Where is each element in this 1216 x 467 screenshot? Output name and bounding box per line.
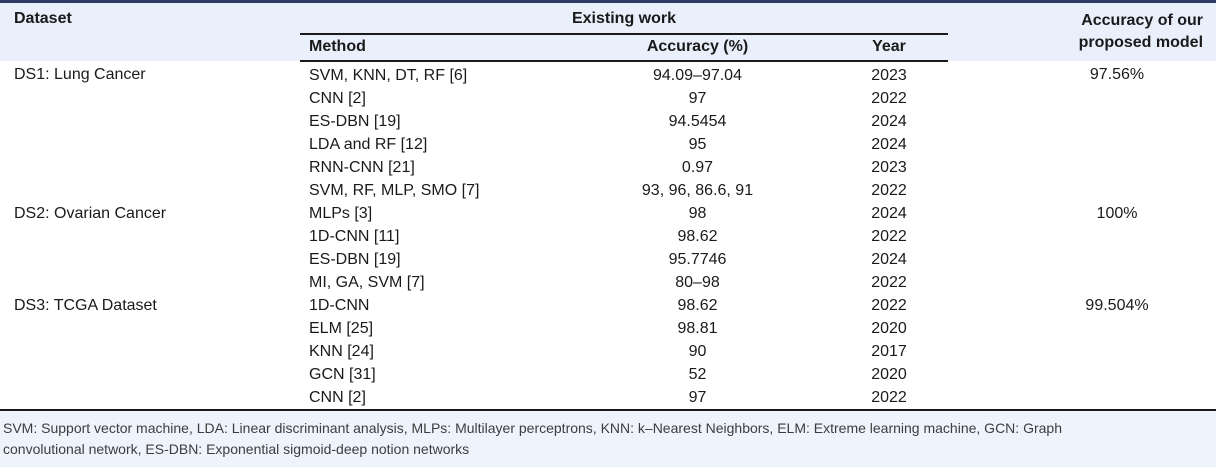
method-cell: SVM, KNN, DT, RF [6]	[309, 66, 468, 84]
year-cell: 2020	[871, 365, 907, 383]
existing-work-comparison-table: Dataset Existing work Accuracy of our pr…	[0, 0, 1216, 410]
year-cell: 2022	[871, 227, 907, 245]
accuracy-cell: 95.7746	[668, 250, 727, 268]
accuracy-cell: 97	[688, 388, 707, 406]
table-row: CNN [2] 97 2022	[0, 87, 1216, 110]
table-row: DS3: TCGA Dataset 1D-CNN 98.62 2022 99.5…	[0, 294, 1216, 317]
method-cell: 1D-CNN	[309, 296, 370, 314]
year-cell: 2022	[871, 388, 907, 406]
table-row: ES-DBN [19] 94.5454 2024	[0, 110, 1216, 133]
proposed-accuracy-ds2: 100%	[1096, 204, 1138, 222]
year-cell: 2022	[871, 296, 907, 314]
method-cell: ES-DBN [19]	[309, 250, 401, 268]
column-group-header-existing-work: Existing work	[300, 1, 949, 35]
table-row: CNN [2] 97 2022	[0, 386, 1216, 410]
accuracy-cell: 95	[688, 135, 707, 153]
footnote-line-1: SVM: Support vector machine, LDA: Linear…	[3, 419, 1062, 436]
year-cell: 2020	[871, 319, 907, 337]
method-cell: GCN [31]	[309, 365, 376, 383]
method-cell: MI, GA, SVM [7]	[309, 273, 425, 291]
table-row: LDA and RF [12] 95 2024	[0, 133, 1216, 156]
year-cell: 2024	[871, 250, 907, 268]
accuracy-cell: 97	[688, 89, 707, 107]
accuracy-cell: 94.5454	[668, 112, 727, 130]
method-cell: ES-DBN [19]	[309, 112, 401, 130]
table-row: RNN-CNN [21] 0.97 2023	[0, 156, 1216, 179]
method-cell: MLPs [3]	[309, 204, 373, 222]
table-row: 1D-CNN [11] 98.62 2022	[0, 225, 1216, 248]
column-header-year: Year	[830, 33, 949, 62]
accuracy-cell: 93, 96, 86.6, 91	[641, 181, 754, 199]
dataset-label-ds1: DS1: Lung Cancer	[14, 65, 146, 83]
footnote-line-2: convolutional network, ES-DBN: Exponenti…	[3, 440, 470, 457]
year-cell: 2024	[871, 112, 907, 130]
year-cell: 2023	[871, 66, 907, 84]
table-row: DS2: Ovarian Cancer MLPs [3] 98 2024 100…	[0, 202, 1216, 225]
header-row-1: Dataset Existing work Accuracy of our pr…	[0, 1, 1216, 51]
year-cell: 2017	[871, 342, 907, 360]
column-header-proposed-accuracy: Accuracy of our proposed model	[948, 2, 1216, 61]
dataset-label-ds2: DS2: Ovarian Cancer	[14, 204, 167, 222]
accuracy-cell: 80–98	[675, 273, 720, 291]
table-row: SVM, RF, MLP, SMO [7] 93, 96, 86.6, 91 2…	[0, 179, 1216, 202]
year-cell: 2024	[871, 204, 907, 222]
accuracy-cell: 98	[688, 204, 707, 222]
table-header: Dataset Existing work Accuracy of our pr…	[0, 1, 1216, 62]
column-header-dataset: Dataset	[14, 10, 72, 27]
header-row-2: Method Accuracy (%) Year	[0, 33, 1216, 62]
proposed-accuracy-ds3: 99.504%	[1085, 296, 1149, 314]
proposed-accuracy-ds1: 97.56%	[1089, 65, 1145, 83]
accuracy-cell: 98.81	[677, 319, 718, 337]
method-cell: RNN-CNN [21]	[309, 158, 415, 176]
column-header-accuracy: Accuracy (%)	[565, 33, 830, 62]
accuracy-cell: 0.97	[681, 158, 714, 176]
method-cell: ELM [25]	[309, 319, 374, 337]
column-header-proposed-accuracy-label: Accuracy of our proposed model	[1078, 12, 1204, 51]
method-cell: CNN [2]	[309, 89, 366, 107]
table-footnote: SVM: Support vector machine, LDA: Linear…	[0, 410, 1216, 467]
accuracy-cell: 98.62	[677, 296, 718, 314]
table-row: ES-DBN [19] 95.7746 2024	[0, 248, 1216, 271]
method-cell: CNN [2]	[309, 388, 366, 406]
method-cell: KNN [24]	[309, 342, 374, 360]
year-cell: 2022	[871, 89, 907, 107]
table-row: GCN [31] 52 2020	[0, 363, 1216, 386]
method-cell: LDA and RF [12]	[309, 135, 428, 153]
accuracy-cell: 98.62	[677, 227, 718, 245]
method-cell: SVM, RF, MLP, SMO [7]	[309, 181, 480, 199]
table-row: KNN [24] 90 2017	[0, 340, 1216, 363]
dataset-label-ds3: DS3: TCGA Dataset	[14, 296, 157, 314]
table-body: DS1: Lung Cancer SVM, KNN, DT, RF [6] 94…	[0, 61, 1216, 410]
table-row: MI, GA, SVM [7] 80–98 2022	[0, 271, 1216, 294]
accuracy-cell: 52	[688, 365, 707, 383]
table-row: ELM [25] 98.81 2020	[0, 317, 1216, 340]
year-cell: 2023	[871, 158, 907, 176]
column-header-method: Method	[300, 33, 565, 62]
method-cell: 1D-CNN [11]	[309, 227, 400, 245]
year-cell: 2022	[871, 181, 907, 199]
year-cell: 2022	[871, 273, 907, 291]
accuracy-cell: 94.09–97.04	[653, 66, 742, 84]
table-row: DS1: Lung Cancer SVM, KNN, DT, RF [6] 94…	[0, 61, 1216, 87]
year-cell: 2024	[871, 135, 907, 153]
accuracy-cell: 90	[688, 342, 707, 360]
